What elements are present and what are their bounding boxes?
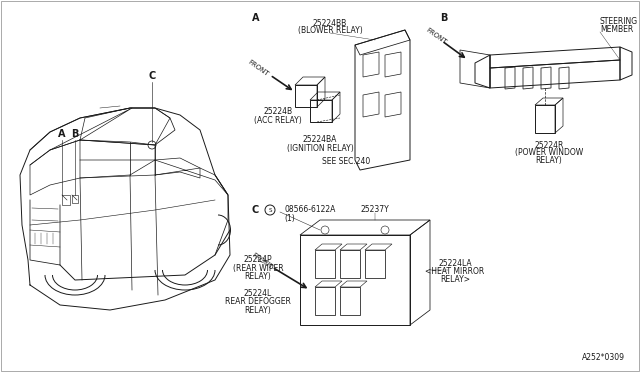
Text: A: A <box>252 13 259 23</box>
Text: 25237Y: 25237Y <box>360 205 389 215</box>
Text: RELAY): RELAY) <box>536 157 563 166</box>
Text: (ACC RELAY): (ACC RELAY) <box>254 115 302 125</box>
Text: (IGNITION RELAY): (IGNITION RELAY) <box>287 144 353 153</box>
Text: S: S <box>268 208 272 212</box>
Text: 25224BB: 25224BB <box>313 19 347 28</box>
Text: 25224P: 25224P <box>244 256 272 264</box>
Text: MEMBER: MEMBER <box>600 26 633 35</box>
Text: RELAY): RELAY) <box>244 273 271 282</box>
Text: FRONT: FRONT <box>246 59 269 77</box>
Text: (1): (1) <box>285 215 296 224</box>
Text: C: C <box>148 71 156 81</box>
Text: (REAR WIPER: (REAR WIPER <box>233 264 284 273</box>
Text: SEE SEC.240: SEE SEC.240 <box>322 157 370 167</box>
Text: 25224R: 25224R <box>534 141 564 150</box>
Text: B: B <box>71 129 79 139</box>
Text: REAR DEFOGGER: REAR DEFOGGER <box>225 298 291 307</box>
Text: <HEAT MIRROR: <HEAT MIRROR <box>426 266 484 276</box>
Text: RELAY>: RELAY> <box>440 275 470 283</box>
Text: 25224L: 25224L <box>244 289 272 298</box>
Text: A: A <box>58 129 66 139</box>
Text: C: C <box>252 205 259 215</box>
Text: (BLOWER RELAY): (BLOWER RELAY) <box>298 26 362 35</box>
Bar <box>72 195 78 203</box>
Text: B: B <box>440 13 447 23</box>
Text: 25224BA: 25224BA <box>303 135 337 144</box>
Text: 08566-6122A: 08566-6122A <box>284 205 336 215</box>
Text: FRONT: FRONT <box>251 252 273 270</box>
Text: 25224B: 25224B <box>264 108 292 116</box>
Text: (POWER WINDOW: (POWER WINDOW <box>515 148 583 157</box>
Text: STEERING: STEERING <box>600 17 638 26</box>
Text: RELAY): RELAY) <box>244 305 271 314</box>
Text: FRONT: FRONT <box>424 27 447 45</box>
Bar <box>62 195 70 205</box>
Text: 25224LA: 25224LA <box>438 259 472 267</box>
Text: A252*0309: A252*0309 <box>582 353 625 362</box>
